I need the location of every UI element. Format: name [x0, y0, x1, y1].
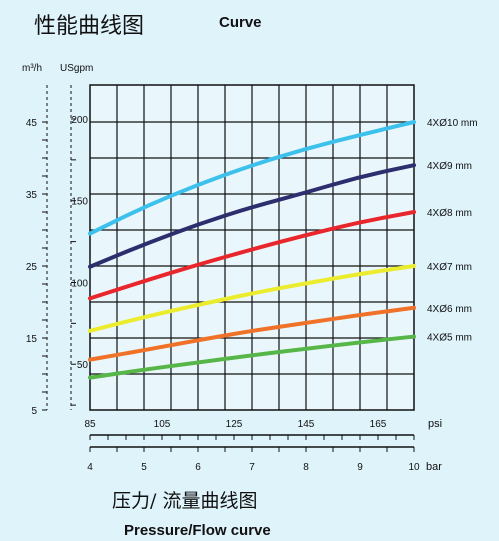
- x-tick-label-psi: 105: [154, 419, 171, 430]
- chart-subtitle-english: Pressure/Flow curve: [124, 522, 271, 539]
- y-tick-label-m3h: 25: [26, 262, 38, 273]
- series-label-6: 4XØ5 mm: [427, 333, 472, 344]
- x-tick-label-bar: 8: [303, 462, 309, 473]
- x-tick-label-bar: 7: [249, 462, 255, 473]
- y-axis-label-m3h: m³/h: [22, 63, 42, 74]
- y-tick-label-usgpm: 50: [77, 360, 89, 371]
- series-label-2: 4XØ9 mm: [427, 161, 472, 172]
- y-tick-label-m3h: 35: [26, 190, 38, 201]
- y-tick-label-usgpm: 100: [71, 278, 88, 289]
- series-label-4: 4XØ7 mm: [427, 262, 472, 273]
- series-line-1: [88, 120, 416, 236]
- series-lines: [88, 120, 416, 380]
- x-tick-label-bar: 9: [357, 462, 363, 473]
- series-line-6: [88, 334, 416, 380]
- series-labels: 4XØ10 mm 4XØ9 mm 4XØ8 mm 4XØ7 mm 4XØ6 mm 4XØ5…: [427, 118, 478, 344]
- y-tick-label-usgpm: 200: [71, 115, 88, 126]
- x-tick-label-psi: 145: [298, 419, 315, 430]
- x-axis-label-bar: bar: [426, 461, 442, 473]
- series-label-3: 4XØ8 mm: [427, 208, 472, 219]
- y-tick-label-usgpm: 150: [71, 197, 88, 208]
- series-label-5: 4XØ6 mm: [427, 304, 472, 315]
- x-tick-label-bar: 6: [195, 462, 201, 473]
- series-line-2: [88, 163, 416, 269]
- chart-subtitle-chinese: 压力/ 流量曲线图: [112, 490, 258, 512]
- series-line-3: [88, 210, 416, 301]
- x-tick-label-psi: 85: [84, 419, 96, 430]
- x-tick-label-psi: 125: [226, 419, 243, 430]
- series-label-1: 4XØ10 mm: [427, 118, 478, 129]
- y-tick-label-m3h: 45: [26, 118, 38, 129]
- chart-title-chinese: 性能曲线图: [34, 14, 145, 39]
- x-tick-label-psi: 165: [370, 419, 387, 430]
- y-tick-label-m3h: 15: [26, 334, 38, 345]
- x-tick-label-bar: 5: [141, 462, 147, 473]
- x-axis-label-psi: psi: [428, 418, 442, 430]
- y-tick-label-m3h: 5: [31, 406, 37, 417]
- series-line-4: [88, 264, 416, 333]
- x-tick-label-bar: 4: [87, 462, 93, 473]
- x-tick-label-bar: 10: [408, 462, 420, 473]
- chart-title-english: Curve: [219, 14, 262, 31]
- y-axis-label-usgpm: USgpm: [60, 63, 93, 74]
- series-line-5: [88, 305, 416, 362]
